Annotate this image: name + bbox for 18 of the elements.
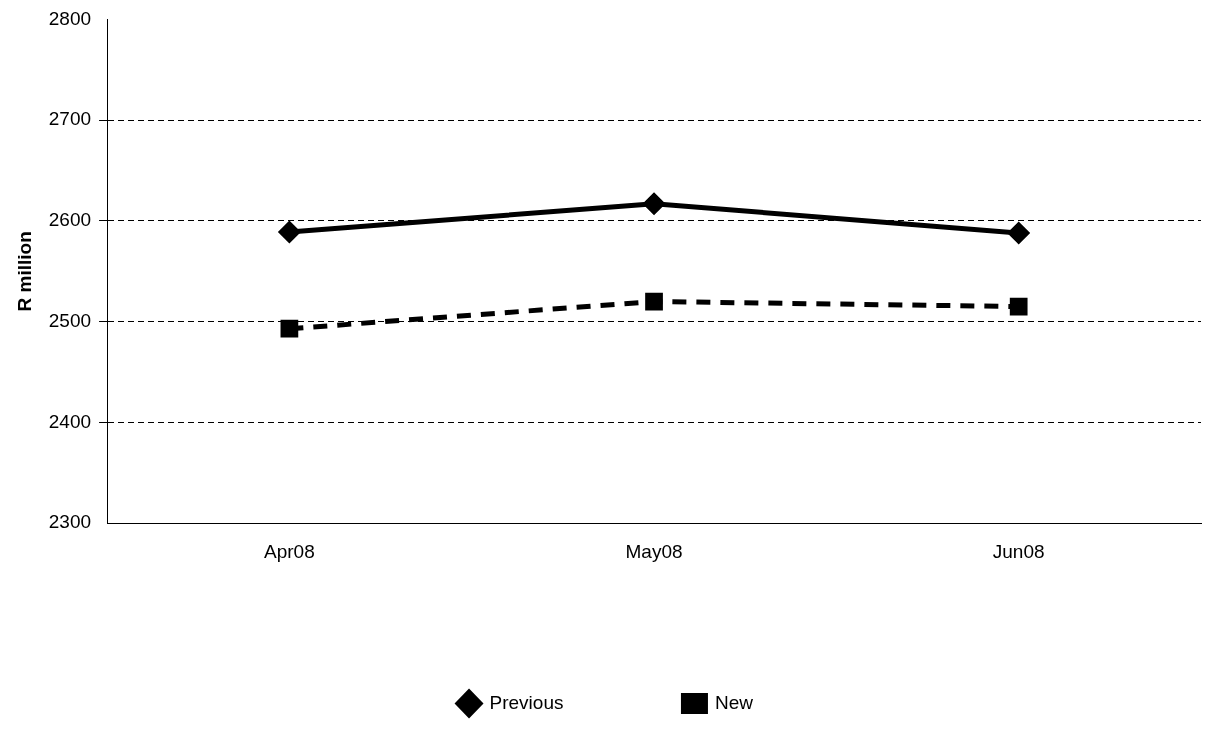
legend-label: New	[714, 691, 754, 713]
x-tick-label: Apr08	[264, 540, 315, 562]
x-tick-label: May08	[625, 540, 683, 562]
point	[278, 221, 300, 243]
point	[643, 193, 665, 215]
point	[1008, 222, 1030, 244]
point	[280, 319, 299, 338]
legend-label: Previous	[489, 691, 564, 713]
y-tick-label: 2500	[48, 309, 92, 331]
x-tick-label: Jun08	[992, 540, 1045, 562]
y-tick-label: 2600	[48, 209, 92, 231]
y-tick-label: 2300	[48, 511, 92, 533]
point	[1009, 297, 1028, 316]
y-tick-label: 2400	[48, 410, 92, 432]
y-axis-title: R million	[13, 231, 35, 312]
y-tick-label: 2800	[48, 7, 92, 29]
y-tick-label: 2700	[48, 108, 92, 130]
point	[645, 292, 663, 311]
